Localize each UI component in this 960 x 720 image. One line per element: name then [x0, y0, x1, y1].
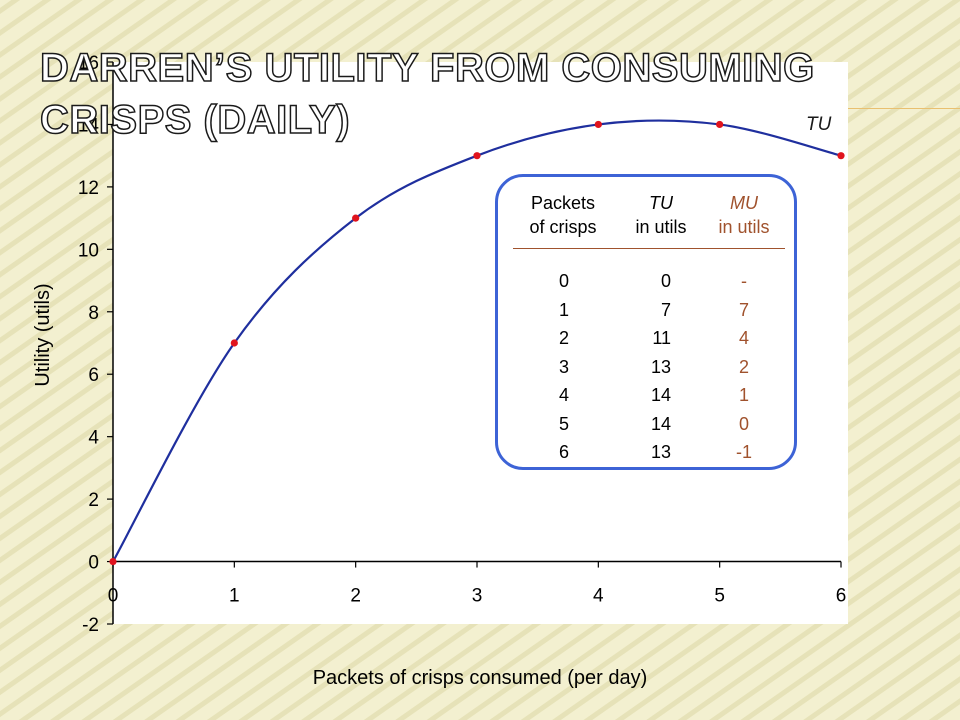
tu-data-point: [109, 557, 117, 566]
y-axis-title: Utility (utils): [32, 283, 54, 386]
y-tick-label: 2: [88, 490, 99, 511]
table-cell-tu: 11: [652, 328, 671, 348]
header-mu-line1: MU: [730, 193, 758, 213]
header-packets-line2: of crisps: [529, 217, 597, 237]
table-cell-mu: 0: [738, 413, 749, 434]
y-tick-label: 10: [78, 240, 99, 261]
table-header-mu: MU in utils: [698, 191, 790, 239]
table-col-tu: 0 7 11 13 14 14 13: [641, 267, 671, 467]
table-cell-mu: 7: [738, 299, 749, 320]
x-tick-label: 6: [836, 586, 847, 607]
table-divider: [513, 248, 785, 249]
tu-data-point: [594, 120, 602, 129]
utility-table: Packets of crisps TU in utils MU in util…: [495, 174, 797, 470]
tu-data-point: [230, 339, 238, 347]
table-col-mu: - 7 4 2 1 0 -1: [724, 267, 764, 467]
x-tick-label: 5: [714, 586, 725, 607]
table-header-packets: Packets of crisps: [503, 191, 623, 239]
header-tu-line1: TU: [649, 193, 673, 213]
table-cell-mu: -: [741, 271, 747, 291]
table-cell-tu: 14: [650, 413, 671, 434]
table-cell-tu: 13: [650, 356, 671, 377]
table-cell-mu: 1: [738, 385, 749, 405]
header-mu-line2: in utils: [718, 217, 770, 237]
y-tick-label: 16: [78, 53, 99, 74]
y-tick-label: 12: [78, 178, 99, 199]
x-tick-label: 4: [593, 586, 604, 607]
table-cell-packets: 2: [558, 328, 569, 348]
y-tick-label: 8: [88, 303, 99, 324]
y-tick-label: 0: [88, 553, 99, 574]
header-packets-line1: Packets: [530, 193, 596, 213]
x-tick-label: 0: [108, 586, 119, 607]
table-cell-mu: 2: [738, 356, 749, 377]
y-tick-label: 14: [78, 115, 100, 136]
tu-data-point: [716, 120, 724, 129]
table-col-packets: 0 1 2 3 4 5 6: [552, 267, 576, 467]
x-axis-title: Packets of crisps consumed (per day): [313, 667, 648, 689]
table-cell-packets: 1: [558, 299, 569, 320]
table-header-tu: TU in utils: [616, 191, 706, 239]
table-cell-tu: 13: [650, 442, 671, 462]
table-cell-packets: 6: [558, 442, 569, 462]
header-tu-line2: in utils: [635, 217, 687, 237]
y-tick-label: 4: [88, 428, 99, 449]
slide-title: Darren’s Utility from Consuming Crisps (…: [39, 45, 815, 143]
table-cell-tu: 7: [660, 299, 671, 320]
table-cell-mu: 4: [738, 328, 749, 348]
table-cell-mu: -1: [735, 442, 752, 462]
tu-data-point: [473, 152, 481, 160]
series-label-tu: TU: [806, 114, 832, 135]
tu-data-point: [837, 152, 845, 160]
x-tick-label: 1: [229, 586, 240, 607]
table-cell-packets: 0: [558, 271, 569, 291]
x-tick-label: 3: [472, 586, 483, 607]
table-cell-tu: 0: [660, 271, 671, 291]
y-tick-label: 6: [88, 365, 99, 386]
y-tick-label: -2: [82, 615, 99, 636]
table-cell-packets: 3: [558, 356, 569, 377]
tu-data-point: [352, 214, 360, 222]
x-tick-label: 2: [350, 586, 361, 607]
table-cell-packets: 4: [558, 385, 569, 405]
table-cell-packets: 5: [558, 413, 569, 434]
table-cell-tu: 14: [650, 385, 671, 405]
